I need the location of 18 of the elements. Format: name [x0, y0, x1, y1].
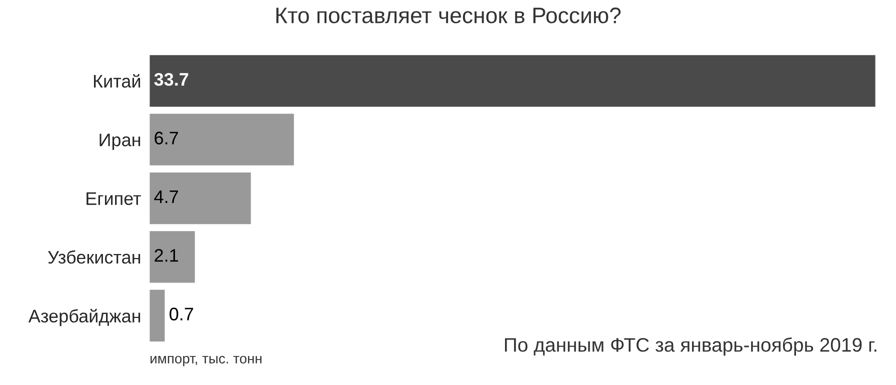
- chart-title: Кто поставляет чеснок в Россию?: [276, 8, 621, 24]
- data-label: 2.1: [154, 249, 178, 262]
- y-tick-label: Узбекистан: [48, 250, 140, 264]
- y-tick-label: Азербайджан: [28, 308, 140, 326]
- data-label: 33.7: [154, 72, 188, 86]
- y-tick-label: Иран: [100, 134, 140, 150]
- data-label: 6.7: [154, 132, 178, 144]
- annotation: По данным ФТС за январь-ноябрь 2019 г.: [505, 337, 876, 356]
- bar: [150, 231, 195, 283]
- y-tick-label: Египет: [86, 192, 141, 205]
- data-label: 0.7: [170, 308, 194, 320]
- x-axis-title: импорт, тыс. тонн: [150, 356, 262, 366]
- data-label: 4.7: [154, 190, 178, 203]
- bar: [150, 55, 876, 107]
- bar: [150, 172, 251, 224]
- y-tick-label: Китай: [94, 74, 140, 88]
- bar: [150, 114, 294, 166]
- bar: [150, 290, 165, 342]
